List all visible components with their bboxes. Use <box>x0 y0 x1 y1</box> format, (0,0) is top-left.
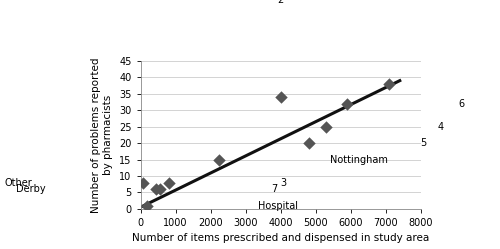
Text: Derby: Derby <box>16 184 45 194</box>
Point <box>166 181 173 185</box>
Text: Hospital: Hospital <box>258 201 298 211</box>
Text: Other: Other <box>4 178 32 187</box>
Text: Nottingham: Nottingham <box>330 155 388 165</box>
X-axis label: Number of items prescribed and dispensed in study area: Number of items prescribed and dispensed… <box>132 234 430 244</box>
Point <box>276 95 284 99</box>
Point <box>322 125 330 129</box>
Text: 6: 6 <box>458 99 464 109</box>
Text: 7: 7 <box>271 184 277 194</box>
Point <box>343 102 351 106</box>
Point <box>156 187 164 191</box>
Text: 3: 3 <box>280 178 286 187</box>
Point <box>216 158 224 162</box>
Point <box>386 82 394 86</box>
Text: 2: 2 <box>278 0 284 5</box>
Text: 5: 5 <box>420 138 426 148</box>
Point <box>304 141 312 145</box>
Text: 4: 4 <box>438 122 444 132</box>
Point <box>143 204 151 208</box>
Point <box>140 181 147 185</box>
Y-axis label: Number of problems reported
by pharmacists: Number of problems reported by pharmacis… <box>91 57 114 213</box>
Point <box>152 187 160 191</box>
